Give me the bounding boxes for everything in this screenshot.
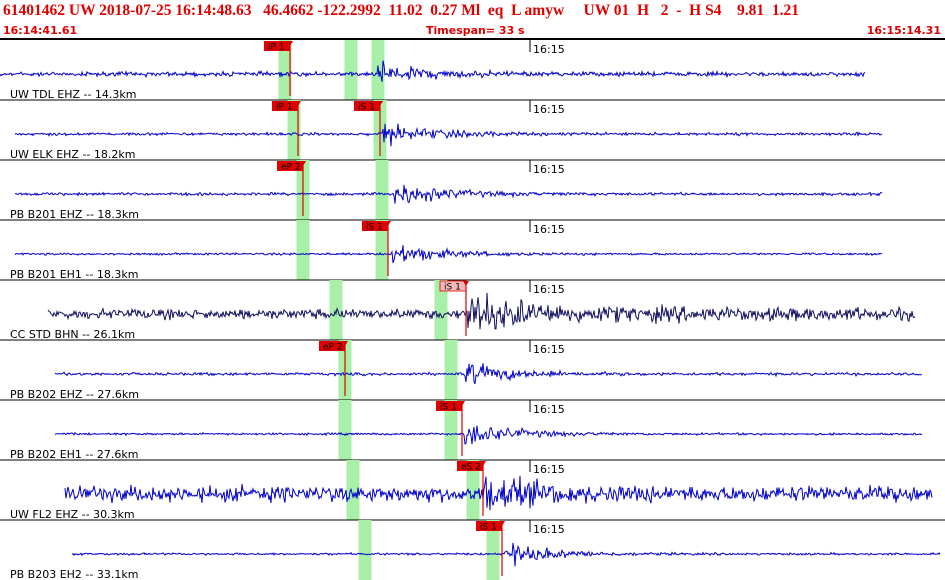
pick-label: iS 1 (440, 403, 457, 413)
pick-marker-arrow (342, 341, 348, 346)
minute-tick-label: 16:15 (533, 343, 565, 356)
timespan-label: Timespan= 33 s (426, 24, 525, 37)
waveform-trace[interactable] (0, 60, 866, 82)
pick-flag[interactable] (264, 41, 290, 51)
waveform-trace[interactable] (54, 425, 923, 445)
pick-window-band (466, 460, 480, 520)
pick-label: eP 2 (323, 343, 343, 353)
pick-label: eS 2 (461, 463, 481, 473)
pick-window-band (434, 280, 448, 340)
waveform-trace[interactable] (14, 184, 883, 204)
event-header: 61401462 UW 2018-07-25 16:14:48.63 46.46… (0, 0, 945, 40)
pick-label: iS 1 (366, 223, 383, 233)
pick-window-band (287, 100, 301, 160)
waveform-trace[interactable] (64, 475, 933, 511)
channel-label: UW TDL EHZ -- 14.3km (10, 88, 137, 101)
waveform-canvas[interactable]: 16:15 iP 1 UW TDL EHZ -- 14.3km 16:15 iP 1 iS… (0, 40, 945, 580)
pick-marker-arrow (480, 461, 486, 466)
pick-label: iS 1 (480, 523, 497, 533)
waveform-trace[interactable] (71, 542, 941, 567)
header-divider (0, 38, 945, 40)
pick-window-band (444, 400, 458, 460)
channel-label: UW FL2 EHZ -- 30.3km (10, 508, 135, 521)
minute-tick-label: 16:15 (533, 283, 565, 296)
channel-label: PB B201 EHZ -- 18.3km (10, 208, 139, 221)
minute-tick-label: 16:15 (533, 403, 565, 416)
pick-flag[interactable] (457, 461, 483, 471)
pick-window-band (375, 220, 389, 280)
channel-label: PB B203 EH2 -- 33.1km (10, 568, 138, 580)
pick-flag[interactable] (272, 101, 298, 111)
pick-flag[interactable] (476, 521, 502, 531)
pick-marker-arrow (287, 41, 293, 46)
pick-window-band (358, 520, 372, 580)
window-start-time: 16:14:41.61 (3, 24, 78, 37)
pick-label: iP 1 (268, 43, 285, 53)
minute-tick-label: 16:15 (533, 163, 565, 176)
channel-label: UW ELK EHZ -- 18.2km (10, 148, 135, 161)
window-end-time: 16:15:14.31 (866, 24, 941, 37)
pick-label: eP 2 (281, 163, 301, 173)
minute-tick-label: 16:15 (533, 463, 565, 476)
pick-flag[interactable] (319, 341, 345, 351)
pick-marker-arrow (385, 221, 391, 226)
minute-tick-label: 16:15 (533, 223, 565, 236)
pick-marker-arrow (459, 401, 465, 406)
pick-label: iS 1 (358, 103, 375, 113)
seismogram-panel[interactable]: 16:15 iP 1 UW TDL EHZ -- 14.3km 16:15 iP 1 iS… (0, 40, 945, 580)
channel-label: PB B202 EHZ -- 27.6km (10, 388, 139, 401)
pick-window-band (338, 400, 352, 460)
pick-window-band (278, 40, 292, 100)
waveform-trace[interactable] (14, 123, 883, 147)
pick-flag[interactable] (436, 401, 462, 411)
minute-tick-label: 16:15 (533, 523, 565, 536)
pick-window-band (296, 220, 310, 280)
pick-label: iP 1 (276, 103, 293, 113)
pick-marker-arrow (300, 161, 306, 166)
waveform-trace[interactable] (14, 245, 883, 264)
pick-window-band (444, 340, 458, 400)
pick-window-band (346, 460, 360, 520)
pick-marker-arrow (295, 101, 301, 106)
pick-window-band (344, 40, 358, 100)
minute-tick-label: 16:15 (533, 43, 565, 56)
waveform-trace[interactable] (54, 363, 922, 385)
waveform-trace[interactable] (47, 292, 916, 330)
pick-flag[interactable] (362, 221, 388, 231)
pick-marker-arrow (499, 521, 505, 526)
pick-label: iS 1 (444, 283, 461, 293)
minute-tick-label: 16:15 (533, 103, 565, 116)
pick-flag[interactable] (277, 161, 303, 171)
pick-flag[interactable] (354, 101, 380, 111)
pick-window-band (486, 520, 500, 580)
pick-marker-arrow (463, 281, 469, 286)
channel-label: PB B201 EH1 -- 18.3km (10, 268, 138, 281)
pick-marker-arrow (377, 101, 383, 106)
channel-label: CC STD BHN -- 26.1km (10, 328, 135, 341)
pick-window-band (375, 160, 389, 220)
pick-window-band (329, 280, 343, 340)
event-info-line: 61401462 UW 2018-07-25 16:14:48.63 46.46… (3, 2, 799, 19)
channel-label: PB B202 EH1 -- 27.6km (10, 448, 138, 461)
